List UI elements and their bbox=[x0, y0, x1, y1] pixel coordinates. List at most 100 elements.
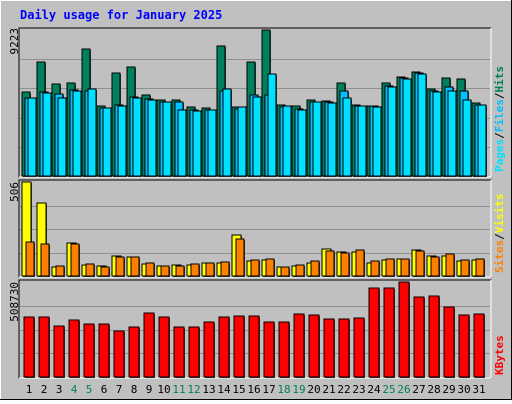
pages-bar-day-5 bbox=[87, 88, 97, 177]
pages-bar-day-27-fill bbox=[417, 73, 427, 177]
kbytes-bar-day-16-fill bbox=[248, 315, 260, 378]
day-label: 14 bbox=[217, 383, 231, 396]
pages-bar-day-12 bbox=[192, 110, 202, 177]
pages-bar-day-2-fill bbox=[42, 92, 52, 177]
kbytes-bar-day-11 bbox=[173, 326, 185, 378]
pages-bar-day-28-fill bbox=[432, 91, 442, 177]
day-label: 22 bbox=[337, 383, 350, 396]
day-label: 4 bbox=[71, 383, 78, 396]
day-label: 23 bbox=[352, 383, 365, 396]
pages-bar-day-7 bbox=[117, 105, 127, 177]
kbytes-bar-day-4-fill bbox=[68, 319, 80, 378]
pages-bar-day-23 bbox=[357, 105, 367, 177]
pages-bar-day-26-fill bbox=[402, 78, 412, 177]
day-label: 24 bbox=[367, 383, 381, 396]
kbytes-bar-day-5-fill bbox=[83, 323, 95, 378]
kbytes-bar-day-23 bbox=[353, 317, 365, 378]
kbytes-bar-day-25-fill bbox=[383, 287, 395, 378]
sites-bar-day-4-fill bbox=[70, 243, 80, 277]
kbytes-bar-day-7 bbox=[113, 330, 125, 378]
kbytes-bar-day-3 bbox=[53, 325, 65, 378]
x-axis-day-labels: 1 2 3 4 5 6 7 8 9 10 11 12 13 14 15 16 17 18 19 20 21 22 23 24 2… bbox=[26, 383, 486, 396]
pages-bar-day-20 bbox=[312, 101, 322, 177]
sites-bar-day-29 bbox=[445, 253, 455, 277]
pages-bar-day-19 bbox=[297, 109, 307, 177]
panel-visits-ymax-label: 506 bbox=[8, 182, 21, 202]
sites-bar-day-8 bbox=[130, 256, 140, 277]
sites-bar-day-23 bbox=[355, 249, 365, 277]
pages-bar-day-3 bbox=[57, 97, 67, 177]
sites-bar-day-14-fill bbox=[220, 261, 230, 277]
sites-bar-day-18-fill bbox=[280, 266, 290, 277]
sites-bar-day-21 bbox=[325, 250, 335, 277]
sites-bar-day-6 bbox=[100, 266, 110, 277]
sites-bar-day-24-fill bbox=[370, 260, 380, 277]
sites-bar-day-28-fill bbox=[430, 256, 440, 277]
kbytes-bar-day-5 bbox=[83, 323, 95, 378]
axis-label-files: Files bbox=[493, 99, 506, 132]
sites-bar-day-16-fill bbox=[250, 259, 260, 277]
kbytes-bar-day-16 bbox=[248, 315, 260, 378]
panel-visits-axis-label: Sites/Visits bbox=[493, 194, 506, 274]
kbytes-bar-day-13 bbox=[203, 321, 215, 378]
sites-bar-day-3-fill bbox=[55, 265, 65, 277]
kbytes-bar-day-26-fill bbox=[398, 281, 410, 378]
day-label: 6 bbox=[101, 383, 108, 396]
kbytes-bar-day-20 bbox=[308, 314, 320, 378]
sites-bar-day-20 bbox=[310, 260, 320, 277]
kbytes-bar-day-20-fill bbox=[308, 314, 320, 378]
day-label: 3 bbox=[56, 383, 63, 396]
day-label: 12 bbox=[187, 383, 200, 396]
axis-label-visits: Visits bbox=[493, 194, 506, 234]
kbytes-bar-day-21 bbox=[323, 318, 335, 378]
pages-bar-day-30 bbox=[462, 99, 472, 177]
day-label: 13 bbox=[202, 383, 215, 396]
kbytes-bar-day-14 bbox=[218, 316, 230, 378]
kbytes-bar-day-2 bbox=[38, 316, 50, 378]
kbytes-bar-day-1-fill bbox=[23, 316, 35, 378]
panel-kbytes-axis-label: KBytes bbox=[493, 335, 506, 375]
sites-bar-day-27-fill bbox=[415, 250, 425, 277]
day-label: 18 bbox=[277, 383, 290, 396]
day-label: 15 bbox=[232, 383, 245, 396]
axis-label-separator: / bbox=[493, 132, 506, 139]
pages-bar-day-14-fill bbox=[222, 88, 232, 177]
kbytes-bar-day-15 bbox=[233, 315, 245, 378]
pages-bar-day-9-fill bbox=[147, 99, 157, 177]
pages-bar-day-22 bbox=[342, 97, 352, 177]
pages-bar-day-10 bbox=[162, 101, 172, 177]
sites-bar-day-25-fill bbox=[385, 258, 395, 277]
kbytes-bar-day-6-fill bbox=[98, 323, 110, 378]
sites-bar-day-8-fill bbox=[130, 256, 140, 277]
sites-bar-day-19 bbox=[295, 264, 305, 277]
kbytes-bar-day-12-fill bbox=[188, 326, 200, 378]
pages-bar-day-2 bbox=[42, 92, 52, 177]
kbytes-bar-day-30-fill bbox=[458, 314, 470, 378]
pages-bar-day-29-fill bbox=[447, 90, 457, 177]
kbytes-bar-day-27-fill bbox=[413, 296, 425, 378]
axis-label-separator: / bbox=[493, 92, 506, 99]
kbytes-bar-day-24-fill bbox=[368, 287, 380, 378]
pages-bar-day-13 bbox=[207, 109, 217, 177]
kbytes-bar-day-22-fill bbox=[338, 318, 350, 378]
kbytes-bar-day-15-fill bbox=[233, 315, 245, 378]
day-label: 25 bbox=[382, 383, 395, 396]
pages-bar-day-16 bbox=[252, 96, 262, 177]
kbytes-bar-day-28 bbox=[428, 295, 440, 378]
sites-bar-day-22 bbox=[340, 252, 350, 277]
kbytes-bar-day-14-fill bbox=[218, 316, 230, 378]
pages-bar-day-18-fill bbox=[282, 105, 292, 177]
kbytes-bar-day-23-fill bbox=[353, 317, 365, 378]
pages-bar-day-11-fill bbox=[177, 109, 187, 177]
sites-bar-day-13 bbox=[205, 262, 215, 277]
day-label: 26 bbox=[397, 383, 410, 396]
day-label: 8 bbox=[131, 383, 138, 396]
sites-bar-day-4 bbox=[70, 243, 80, 277]
pages-bar-day-4 bbox=[72, 90, 82, 177]
pages-bar-day-22-fill bbox=[342, 97, 352, 177]
kbytes-bar-day-12 bbox=[188, 326, 200, 378]
pages-bar-day-31 bbox=[477, 104, 487, 177]
kbytes-bar-day-8-fill bbox=[128, 326, 140, 378]
pages-bar-day-25-fill bbox=[387, 86, 397, 177]
pages-bar-day-21 bbox=[327, 102, 337, 177]
